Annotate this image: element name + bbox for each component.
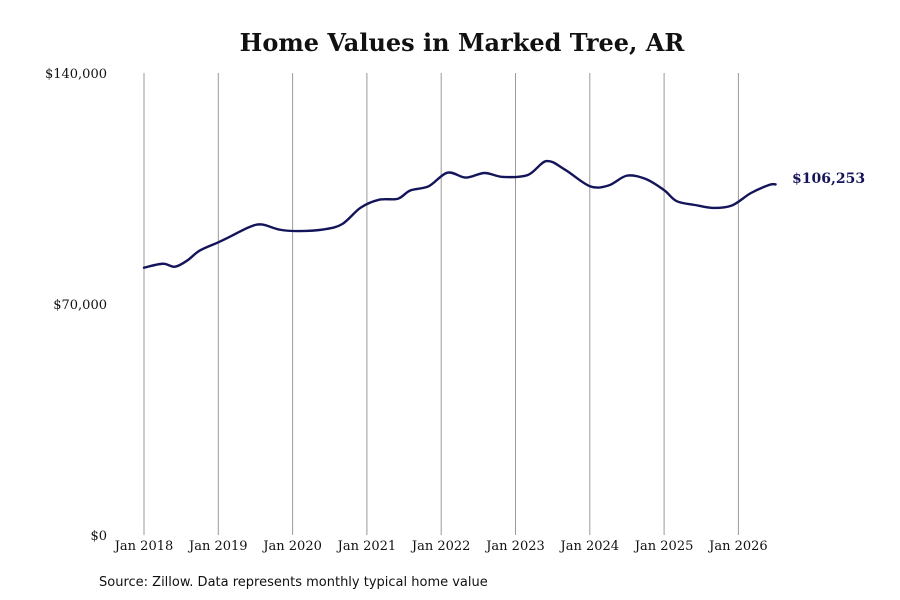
grid-lines	[143, 73, 739, 535]
chart-title: Home Values in Marked Tree, AR	[240, 28, 686, 57]
x-tick-label: Jan 2024	[559, 539, 620, 554]
end-value-label: $106,253	[792, 171, 865, 187]
y-axis-ticks: $0 $70,000 $140,000	[45, 67, 107, 544]
x-tick-label: Jan 2023	[484, 539, 545, 554]
series-line-0	[142, 159, 777, 269]
source-note: Source: Zillow. Data represents monthly …	[99, 575, 488, 590]
x-tick-label: Jan 2020	[261, 539, 322, 554]
y-tick-label: $140,000	[45, 67, 107, 82]
x-tick-label: Jan 2019	[187, 539, 248, 554]
x-tick-label: Jan 2018	[113, 539, 174, 554]
x-tick-label: Jan 2022	[410, 539, 471, 554]
series-layer	[142, 159, 777, 269]
x-tick-label: Jan 2025	[633, 539, 694, 554]
y-tick-label: $70,000	[53, 298, 107, 313]
x-axis-ticks: Jan 2018 Jan 2019 Jan 2020 Jan 2021 Jan 2022…	[113, 539, 768, 554]
y-tick-label: $0	[90, 529, 107, 544]
x-tick-label: Jan 2021	[336, 539, 397, 554]
x-tick-label: Jan 2026	[707, 539, 768, 554]
